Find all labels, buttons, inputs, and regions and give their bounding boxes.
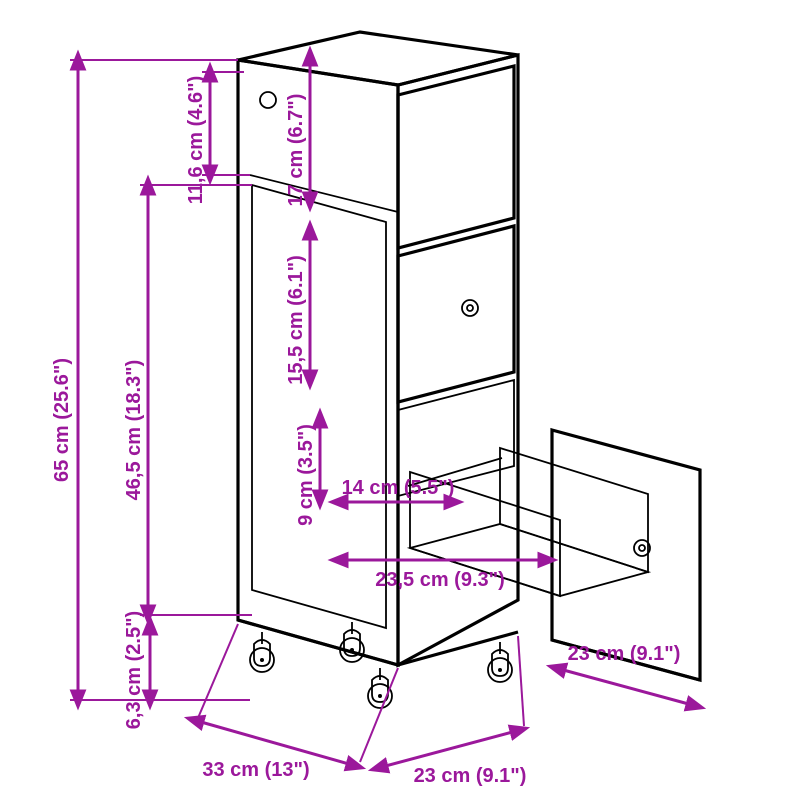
caster [488,642,512,682]
dim-drawer-front-w: 23 cm (9.1") [568,643,681,665]
dim-slot-depth: 14 cm (5.5") [342,477,455,499]
dim-side-opening: 46,5 cm (18.3") [123,360,145,501]
dimensions: 65 cm (25.6") 46,5 cm (18.3") 11,6 cm (4… [51,56,696,787]
caster [250,632,274,672]
dim-drawer2: 15,5 cm (6.1") [285,255,307,385]
drawer-2-front [398,226,514,402]
dim-drawer-depth: 23,5 cm (9.3") [375,569,505,591]
dim-caster-h: 6,3 cm (2.5") [123,611,145,729]
cabinet-diagram [238,32,700,708]
dim-depth: 33 cm (13") [202,759,309,781]
dim-top-cubby: 11,6 cm (4.6") [185,76,207,204]
drawer-2-knob [462,300,478,316]
drawer-1-front [398,66,514,248]
dim-width: 23 cm (9.1") [414,765,527,787]
dim-slot-h: 9 cm (3.5") [295,424,317,526]
caster [368,668,392,708]
dim-total-height: 65 cm (25.6") [51,358,73,482]
dim-drawer1: 17 cm (6.7") [285,94,307,207]
side-hole [260,92,276,108]
